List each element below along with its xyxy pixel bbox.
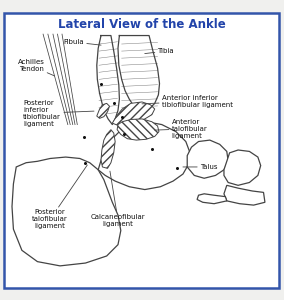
Text: Tibia: Tibia (145, 48, 174, 54)
Text: Calcaneofibular
ligament: Calcaneofibular ligament (91, 171, 145, 226)
Polygon shape (224, 150, 261, 185)
Polygon shape (118, 35, 160, 113)
Text: Achilles
Tendon: Achilles Tendon (18, 59, 55, 76)
FancyBboxPatch shape (3, 13, 279, 289)
Text: Posterior
talofibular
ligament: Posterior talofibular ligament (32, 165, 87, 229)
Polygon shape (12, 157, 121, 266)
Polygon shape (187, 140, 228, 178)
Polygon shape (98, 122, 190, 190)
Polygon shape (97, 103, 110, 118)
Text: Anterior
talofibular
ligament: Anterior talofibular ligament (155, 119, 207, 139)
Text: Posterior
inferior
tibiofibular
ligament: Posterior inferior tibiofibular ligament (23, 100, 94, 127)
Text: Fibula: Fibula (63, 39, 101, 45)
Polygon shape (117, 119, 159, 140)
Polygon shape (112, 102, 155, 126)
Polygon shape (224, 185, 265, 205)
Text: Anterior inferior
tibiofibular ligament: Anterior inferior tibiofibular ligament (142, 95, 233, 108)
Polygon shape (97, 35, 119, 124)
Text: Lateral View of the Ankle: Lateral View of the Ankle (58, 18, 226, 31)
Polygon shape (101, 130, 115, 168)
Text: Talus: Talus (183, 164, 218, 170)
Polygon shape (197, 194, 227, 204)
